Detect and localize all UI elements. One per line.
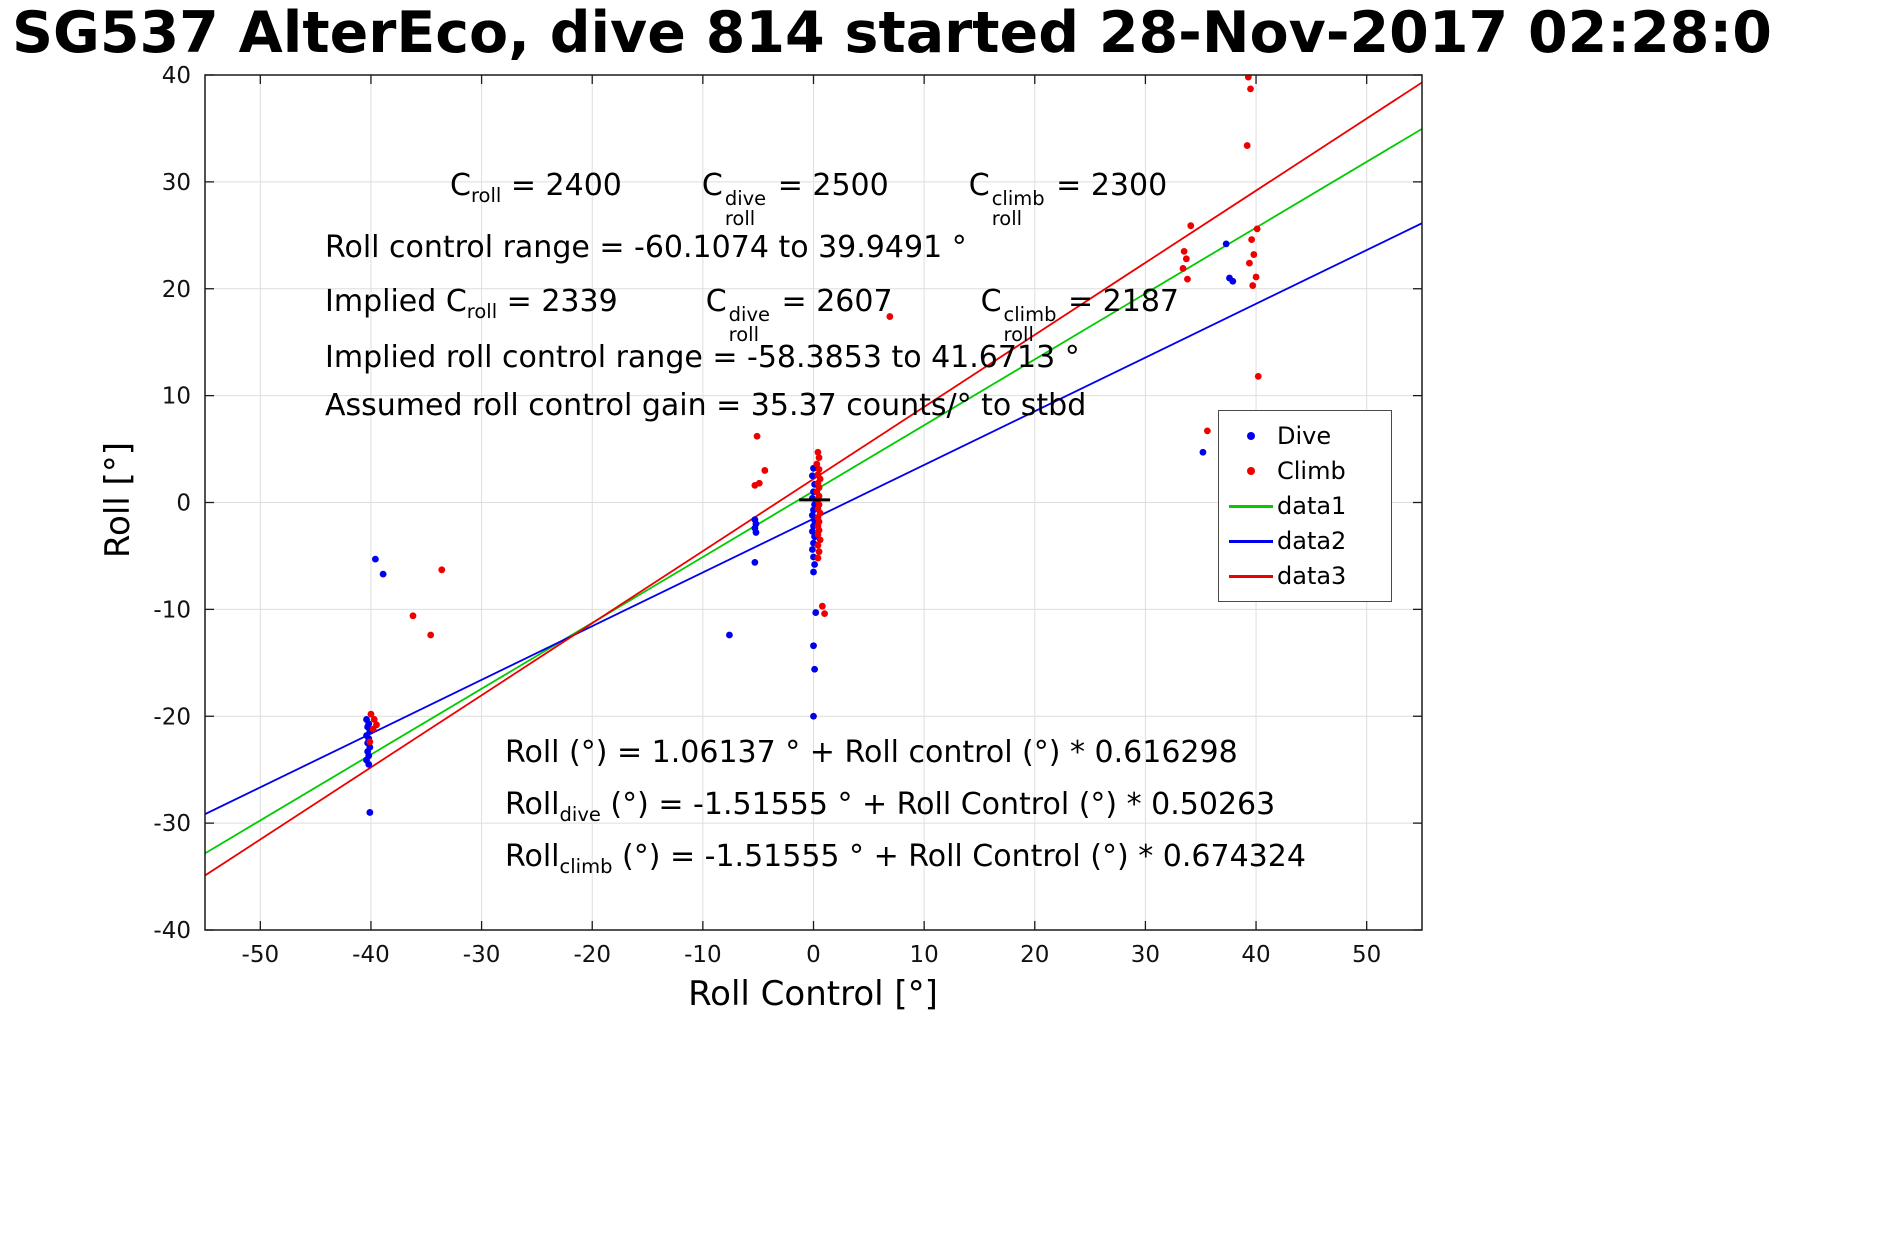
annotation-fit-all: Roll (°) = 1.06137 ° + Roll control (°) … (505, 735, 1238, 770)
fit-base: Roll (505, 787, 560, 822)
c-sup: dive (724, 186, 767, 210)
legend-entry-climb: Climb (1225, 455, 1391, 487)
legend-marker-zone (1225, 539, 1277, 543)
y-tick-label: -10 (153, 597, 191, 623)
fit-base: Roll (505, 839, 560, 874)
supsub: dive roll (728, 302, 770, 346)
annotation-fit-dive: Rolldive (°) = -1.51555 ° + Roll Control… (505, 787, 1275, 826)
x-tick-label: -30 (463, 942, 501, 968)
annotation-implied-range: Implied roll control range = -58.3853 to… (325, 340, 1080, 375)
legend-marker-zone (1225, 504, 1277, 508)
fit-rest: (°) = -1.51555 ° + Roll Control (°) * 0.… (600, 787, 1276, 822)
x-tick-label: 10 (909, 942, 938, 968)
chart-title: SG537 AlterEco, dive 814 started 28-Nov-… (12, 0, 1772, 66)
c-sub: roll (1003, 322, 1034, 346)
legend-marker-zone (1225, 574, 1277, 578)
fit-sub: dive (559, 802, 601, 826)
fit-dive-eq: Rolldive (°) = -1.51555 ° + Roll Control… (505, 787, 1275, 826)
c-base: Implied C (325, 284, 467, 319)
legend-marker-zone (1225, 432, 1277, 440)
c-val: = 2400 (501, 168, 622, 203)
c-val: = 2339 (497, 284, 618, 319)
c-roll-value: Croll = 2400 (450, 168, 622, 229)
x-tick-label: 0 (806, 942, 821, 968)
implied-c-roll-value: Implied Croll = 2339 (325, 284, 618, 345)
c-sup: climb (1003, 302, 1057, 326)
annotation-gain: Assumed roll control gain = 35.37 counts… (325, 388, 1087, 423)
fit-rest: (°) = -1.51555 ° + Roll Control (°) * 0.… (612, 839, 1306, 874)
annotation-fit-climb: Rollclimb (°) = -1.51555 ° + Roll Contro… (505, 839, 1306, 878)
x-tick-label: -40 (352, 942, 390, 968)
supsub: dive roll (724, 186, 767, 230)
y-tick-label: 0 (176, 491, 191, 517)
y-tick-label: -40 (153, 918, 191, 944)
c-sub: roll (991, 206, 1023, 230)
y-tick-label: 10 (162, 384, 191, 410)
c-val: = 2500 (768, 168, 889, 203)
x-tick-label: -10 (684, 942, 722, 968)
y-tick-label: 30 (162, 170, 191, 196)
c-val: = 2300 (1046, 168, 1168, 203)
legend-entry-data3: data3 (1225, 560, 1391, 592)
x-tick-label: 30 (1131, 942, 1160, 968)
c-sup: climb (991, 186, 1045, 210)
annotation-roll-control-range: Roll control range = -60.1074 to 39.9491… (325, 230, 967, 265)
data1-line-marker-icon (1229, 504, 1273, 508)
c-base: C (450, 168, 471, 203)
x-tick-label: 50 (1352, 942, 1381, 968)
c-val: = 2607 (772, 284, 893, 319)
x-tick-label: 40 (1241, 942, 1270, 968)
c-base: C (705, 284, 727, 319)
legend-marker-zone (1225, 467, 1277, 475)
legend-entry-dive: Dive (1225, 420, 1391, 452)
c-sup: dive (728, 302, 770, 326)
tick-labels: -50 -40 -30 -20 -10 0 10 20 30 40 50 -40 -30 -20 -10 0 1… (153, 63, 1381, 968)
c-base: C (968, 168, 990, 203)
y-tick-label: 20 (162, 277, 191, 303)
legend-entry-data2: data2 (1225, 525, 1391, 557)
legend-label: Dive (1277, 422, 1332, 450)
fit-sub: climb (559, 854, 613, 878)
legend-label: data2 (1277, 527, 1347, 555)
y-tick-label: -30 (153, 811, 191, 837)
x-tick-label: -50 (242, 942, 280, 968)
climb-scatter-points (366, 75, 1262, 746)
legend-entry-data1: data1 (1225, 490, 1391, 522)
y-tick-label: -20 (153, 704, 191, 730)
c-base: C (701, 168, 723, 203)
c-val: = 2187 (1058, 284, 1180, 319)
legend-label: data1 (1277, 492, 1347, 520)
y-tick-label: 40 (162, 63, 191, 89)
supsub: climb roll (1003, 302, 1057, 346)
fit-climb-eq: Rollclimb (°) = -1.51555 ° + Roll Contro… (505, 839, 1306, 878)
dive-dot-marker-icon (1247, 432, 1255, 440)
data3-line-marker-icon (1229, 574, 1273, 578)
x-tick-label: 20 (1020, 942, 1049, 968)
tick-marks (205, 74, 1422, 931)
x-tick-label: -20 (573, 942, 611, 968)
c-base: C (980, 284, 1002, 319)
x-axis-label: Roll Control [°] (688, 974, 938, 1014)
c-sub: roll (470, 183, 502, 207)
data2-line-marker-icon (1229, 539, 1273, 543)
climb-dot-marker-icon (1247, 467, 1255, 475)
supsub: climb roll (991, 186, 1045, 230)
legend-label: data3 (1277, 562, 1347, 590)
legend-label: Climb (1277, 457, 1346, 485)
c-sub: roll (728, 322, 760, 346)
legend: Dive Climb data1 data2 data3 (1218, 410, 1392, 602)
y-axis-label: Roll [°] (98, 441, 138, 559)
c-sub: roll (466, 299, 498, 323)
data-layer (205, 75, 1422, 877)
c-sub: roll (724, 206, 756, 230)
